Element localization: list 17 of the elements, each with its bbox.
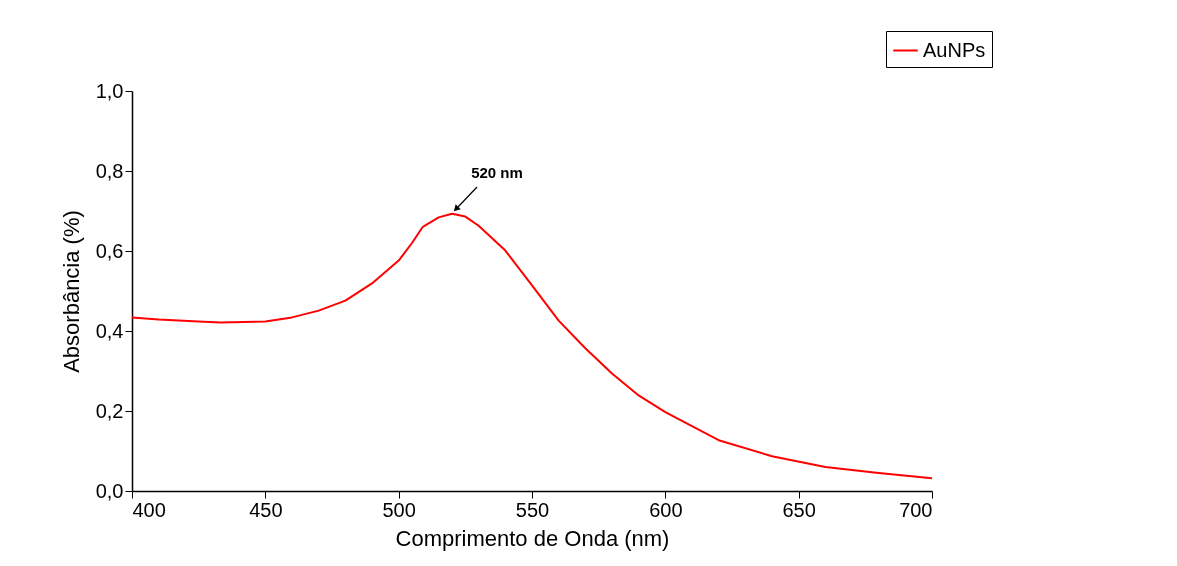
- x-tick-label: 450: [249, 498, 283, 521]
- x-tick-label: 550: [515, 498, 550, 521]
- y-tick-label: 0,6: [95, 239, 124, 262]
- y-tick-label: 0,2: [95, 399, 124, 422]
- y-tick-label: 0,0: [95, 479, 124, 502]
- annotation: 520 nm: [471, 164, 523, 181]
- y-axis-title: Absorbância (%): [58, 210, 84, 373]
- x-tick-label: 650: [782, 498, 816, 521]
- x-tick-label: 700: [899, 498, 933, 521]
- x-axis-title: Comprimento de Onda (nm): [395, 525, 670, 551]
- x-tick-label: 600: [649, 498, 683, 521]
- legend-label: AuNPs: [923, 38, 986, 61]
- y-tick-label: 0,8: [95, 159, 124, 182]
- x-tick-label: 400: [132, 498, 166, 521]
- y-tick-label: 0,4: [95, 319, 124, 342]
- y-tick-label: 1,0: [95, 79, 124, 102]
- x-tick-label: 500: [382, 498, 416, 521]
